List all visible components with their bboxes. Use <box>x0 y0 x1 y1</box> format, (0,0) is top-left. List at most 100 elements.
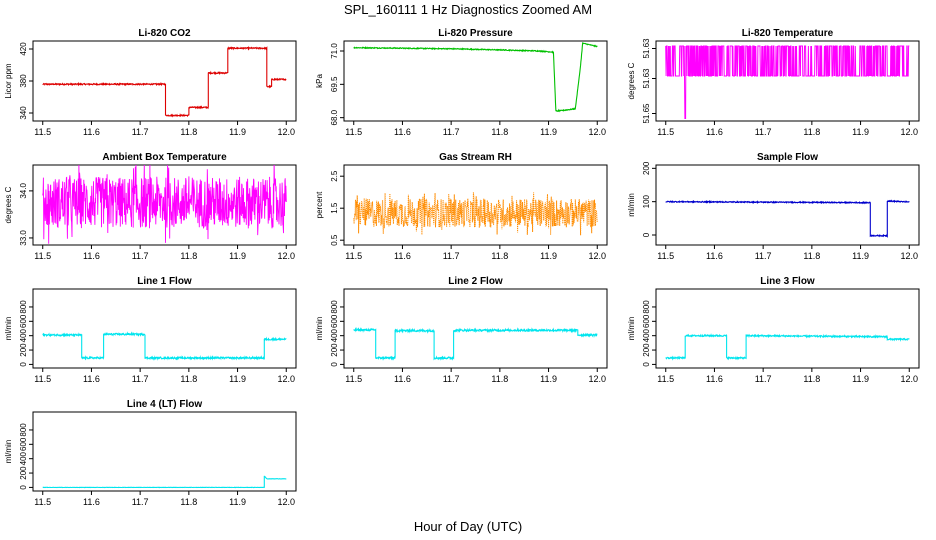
x-tick-label: 11.6 <box>83 374 100 384</box>
y-tick-label: 51.63 <box>642 68 651 89</box>
x-tick-label: 11.6 <box>83 497 100 507</box>
y-axis-label: ml/min <box>4 317 13 341</box>
x-tick-label: 11.8 <box>180 497 197 507</box>
x-tick-label: 11.5 <box>657 374 674 384</box>
panel-sample-flow: Sample Flow ml/min 11.5 11.6 11.7 11.8 11.9 12.… <box>627 152 920 261</box>
x-tick-label: 12.0 <box>588 127 606 137</box>
plot-frame <box>32 164 297 246</box>
x-tick-label: 11.8 <box>803 127 820 137</box>
y-tick-label: 0.5 <box>330 234 339 246</box>
y-axis-label: degrees C <box>627 62 636 99</box>
x-tick-label: 11.5 <box>34 374 51 384</box>
y-tick-label: 1.5 <box>330 202 339 214</box>
y-tick-label: 200 <box>642 343 651 357</box>
series-line <box>42 331 287 361</box>
panels: Li-820 CO2 Licor ppm 11.5 11.6 11.7 11.8 11.9 1… <box>4 28 920 507</box>
y-tick-label: 800 <box>330 300 339 314</box>
x-tick-label: 11.5 <box>345 374 362 384</box>
series-line <box>42 165 287 244</box>
panel-gas-stream-rh: Gas Stream RH percent 11.5 11.6 11.7 11.8 11.9… <box>315 152 608 261</box>
x-tick-label: 11.7 <box>132 127 149 137</box>
x-tick-label: 11.9 <box>852 127 869 137</box>
series-line <box>353 42 598 113</box>
plot-frame <box>655 164 920 246</box>
x-tick-label: 11.7 <box>755 374 772 384</box>
x-tick-label: 11.5 <box>34 127 51 137</box>
y-axis-label: ml/min <box>315 317 324 341</box>
y-tick-label: 33.0 <box>19 230 28 246</box>
y-axis-label: ml/min <box>627 193 636 217</box>
x-tick-label: 11.5 <box>657 251 674 261</box>
x-tick-label: 11.5 <box>34 251 51 261</box>
y-tick-label: 400 <box>19 328 28 342</box>
y-tick-label: 34.0 <box>19 183 28 199</box>
y-tick-label: 200 <box>19 343 28 357</box>
y-tick-label: 600 <box>19 437 28 451</box>
x-tick-label: 11.7 <box>755 127 772 137</box>
y-tick-label: 200 <box>642 161 651 175</box>
y-tick-label: 51.63 <box>642 38 651 59</box>
x-tick-label: 12.0 <box>900 374 918 384</box>
panel-title: Line 4 (LT) Flow <box>127 399 203 410</box>
plot-frame <box>655 40 920 122</box>
plot-frame <box>32 288 297 369</box>
x-tick-label: 11.9 <box>229 374 246 384</box>
y-tick-label: 0 <box>19 485 28 490</box>
y-tick-label: 800 <box>19 300 28 314</box>
x-tick-label: 11.6 <box>706 374 723 384</box>
panel-title: Gas Stream RH <box>439 152 512 163</box>
y-tick-label: 51.65 <box>642 103 651 124</box>
series-line <box>665 45 910 119</box>
y-tick-label: 100 <box>642 194 651 208</box>
x-tick-label: 11.9 <box>540 374 557 384</box>
y-axis-label: percent <box>315 191 324 218</box>
y-tick-label: 800 <box>642 300 651 314</box>
x-tick-label: 12.0 <box>277 127 295 137</box>
y-axis-label: ml/min <box>4 440 13 464</box>
y-tick-label: 200 <box>330 343 339 357</box>
figure-xlabel: Hour of Day (UTC) <box>414 519 522 534</box>
x-tick-label: 12.0 <box>277 374 295 384</box>
panel-line-4-lt-flow: Line 4 (LT) Flow ml/min 11.5 11.6 11.7 11.8 11… <box>4 399 297 507</box>
y-tick-label: 600 <box>642 314 651 328</box>
x-tick-label: 12.0 <box>900 251 918 261</box>
x-tick-label: 11.7 <box>443 127 460 137</box>
x-tick-label: 11.6 <box>83 251 100 261</box>
x-tick-label: 11.9 <box>229 251 246 261</box>
x-tick-label: 11.8 <box>803 251 820 261</box>
x-tick-label: 11.7 <box>132 497 149 507</box>
y-tick-label: 420 <box>19 42 28 56</box>
panel-title: Line 2 Flow <box>448 276 503 287</box>
x-tick-label: 11.7 <box>132 251 149 261</box>
y-tick-label: 340 <box>19 106 28 120</box>
y-tick-label: 0 <box>642 362 651 367</box>
x-tick-label: 11.9 <box>540 127 557 137</box>
series-line <box>42 45 287 118</box>
y-tick-label: 71.0 <box>330 43 339 59</box>
x-tick-label: 12.0 <box>900 127 918 137</box>
y-tick-label: 2.5 <box>330 170 339 182</box>
y-tick-label: 400 <box>19 451 28 465</box>
x-tick-label: 11.7 <box>443 374 460 384</box>
x-tick-label: 11.6 <box>394 374 411 384</box>
y-tick-label: 600 <box>330 314 339 328</box>
panel-line-1-flow: Line 1 Flow ml/min 11.5 11.6 11.7 11.8 11.9 12.… <box>4 276 297 384</box>
plot-frame <box>343 288 608 369</box>
x-tick-label: 11.8 <box>491 251 508 261</box>
x-tick-label: 11.9 <box>229 127 246 137</box>
x-tick-label: 12.0 <box>277 251 295 261</box>
x-tick-label: 11.8 <box>180 127 197 137</box>
series-points <box>353 192 598 236</box>
y-axis-label: ml/min <box>627 317 636 341</box>
plot-frame <box>343 40 608 122</box>
y-tick-label: 69.5 <box>330 76 339 92</box>
x-tick-label: 11.5 <box>345 251 362 261</box>
x-tick-label: 11.9 <box>229 497 246 507</box>
plot-frame <box>343 164 608 246</box>
panel-title: Line 3 Flow <box>760 276 815 287</box>
series-line <box>665 199 910 239</box>
x-tick-label: 11.6 <box>83 127 100 137</box>
x-tick-label: 11.8 <box>491 127 508 137</box>
x-tick-label: 11.8 <box>180 251 197 261</box>
panel-li-820-co2: Li-820 CO2 Licor ppm 11.5 11.6 11.7 11.8 11.9 1… <box>4 28 297 137</box>
